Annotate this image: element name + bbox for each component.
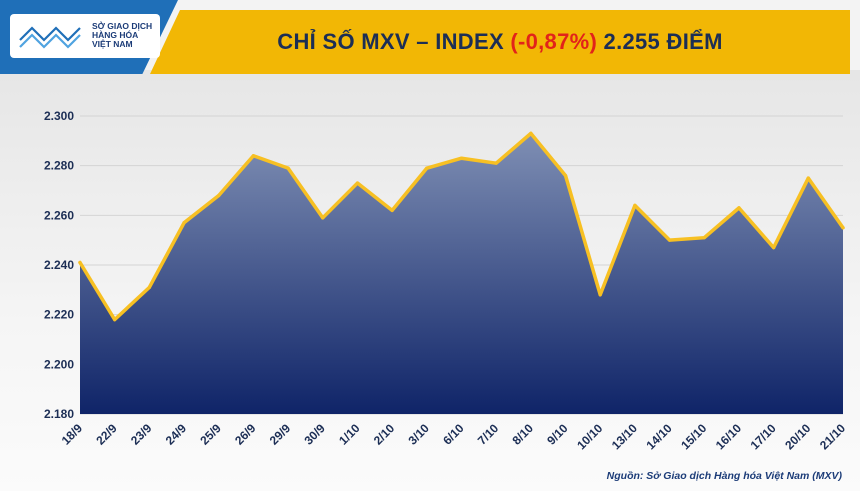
banner-accent [150, 10, 850, 74]
data-point [321, 216, 325, 220]
x-tick-label: 14/10 [644, 421, 675, 452]
y-tick-label: 2.220 [44, 308, 74, 322]
data-point [737, 206, 741, 210]
data-point [841, 226, 845, 230]
x-tick-label: 7/10 [475, 421, 502, 448]
data-point [78, 260, 82, 265]
x-tick-label: 21/10 [817, 421, 848, 452]
data-point [806, 176, 810, 180]
data-point [425, 166, 429, 170]
data-point [529, 131, 533, 135]
x-tick-label: 25/9 [197, 421, 224, 448]
x-tick-label: 6/10 [440, 421, 467, 448]
data-point [286, 166, 290, 170]
data-point [355, 181, 360, 185]
series-area [80, 133, 843, 414]
x-tick-label: 20/10 [782, 421, 813, 452]
x-tick-label: 15/10 [678, 421, 709, 452]
data-point [702, 236, 706, 240]
source-note: Nguồn: Sở Giao dịch Hàng hóa Việt Nam (M… [606, 470, 842, 482]
title-prefix: CHỈ SỐ MXV – INDEX [277, 29, 511, 54]
x-tick-label: 26/9 [232, 421, 259, 448]
data-point [563, 174, 568, 178]
logo [10, 14, 160, 58]
data-point [390, 208, 394, 212]
x-tick-label: 17/10 [748, 421, 779, 452]
y-tick-label: 2.180 [44, 407, 74, 421]
x-tick-label: 9/10 [544, 421, 571, 448]
header-banner: SỞ GIAO DỊCH HÀNG HÓA VIỆT NAM CHỈ SỐ MX… [0, 0, 860, 74]
chart-title: CHỈ SỐ MXV – INDEX (-0,87%) 2.255 ĐIỂM [150, 10, 850, 74]
y-tick-label: 2.300 [44, 109, 74, 123]
data-point [251, 154, 256, 158]
y-tick-label: 2.260 [44, 208, 74, 222]
logo-line-3: VIỆT NAM [92, 39, 133, 49]
title-suffix: 2.255 ĐIỂM [597, 29, 723, 54]
title-change: (-0,87%) [510, 29, 598, 54]
x-tick-label: 2/10 [371, 421, 398, 448]
x-tick-label: 24/9 [163, 421, 190, 448]
x-tick-label: 8/10 [510, 421, 537, 448]
x-tick-label: 1/10 [336, 421, 363, 448]
y-tick-label: 2.280 [44, 159, 74, 173]
data-point [667, 238, 672, 242]
data-point [217, 193, 221, 198]
data-point [598, 293, 602, 297]
data-point [182, 221, 186, 225]
y-tick-label: 2.200 [44, 357, 74, 371]
x-tick-label: 10/10 [574, 421, 605, 452]
x-tick-label: 22/9 [93, 421, 120, 448]
data-point [113, 318, 117, 322]
x-tick-label: 18/9 [59, 421, 86, 448]
x-tick-label: 16/10 [713, 421, 744, 452]
x-tick-label: 23/9 [128, 421, 155, 448]
logo-text: SỞ GIAO DỊCH HÀNG HÓA VIỆT NAM [92, 22, 162, 49]
x-tick-label: 30/9 [301, 421, 328, 448]
data-point [459, 156, 464, 160]
data-point [633, 203, 637, 207]
data-point [494, 161, 498, 165]
y-tick-label: 2.240 [44, 258, 74, 272]
x-tick-label: 13/10 [609, 421, 640, 452]
logo-waves-icon [19, 26, 81, 49]
logo-line-1: SỞ GIAO DỊCH [92, 21, 153, 31]
data-point [147, 285, 151, 289]
data-point [772, 246, 776, 250]
x-tick-label: 3/10 [405, 421, 432, 448]
x-tick-label: 29/9 [267, 421, 294, 448]
logo-line-2: HÀNG HÓA [92, 30, 139, 40]
